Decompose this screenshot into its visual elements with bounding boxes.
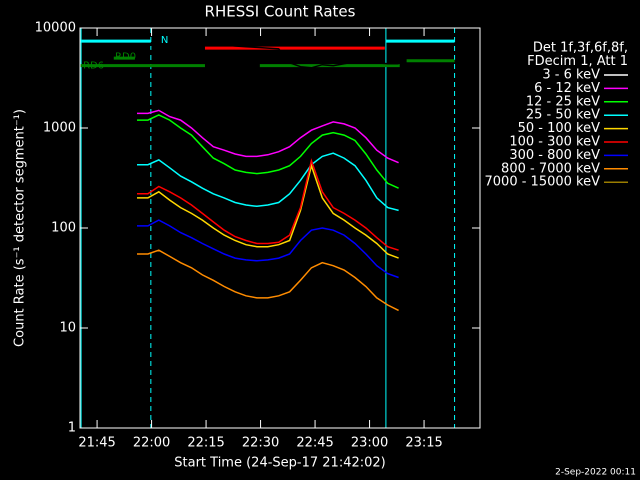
series-line: [137, 43, 399, 69]
legend-label: 50 - 100 keV: [518, 121, 601, 136]
series-line: [137, 219, 399, 279]
y-tick-label: 100: [51, 221, 76, 236]
legend-label: 7000 - 15000 keV: [485, 175, 601, 190]
series-line: [137, 163, 399, 259]
x-tick-label: 23:15: [405, 436, 442, 451]
y-tick-label: 1: [68, 421, 76, 436]
y-axis-label: Count Rate (s⁻¹ detector segment⁻¹): [13, 109, 28, 347]
legend-label: 6 - 12 keV: [534, 81, 600, 96]
series-line: [137, 158, 399, 251]
y-tick-label: 1000: [43, 121, 76, 136]
legend-label: 3 - 6 keV: [542, 68, 600, 83]
state-label: RD6: [83, 61, 104, 72]
legend-label: 12 - 25 keV: [526, 94, 600, 109]
x-tick-label: 23:00: [351, 436, 388, 451]
x-axis-label: Start Time (24-Sep-17 21:42:02): [174, 456, 385, 471]
y-tick-label: 10000: [35, 21, 76, 36]
legend-header: Det 1f,3f,6f,8f,: [533, 41, 628, 56]
legend-label: 25 - 50 keV: [526, 108, 600, 123]
legend-header: FDecim 1, Att 1: [527, 54, 628, 69]
y-tick-label: 10: [59, 321, 76, 336]
series-line: [137, 109, 399, 164]
legend-label: 300 - 800 keV: [509, 148, 600, 163]
x-tick-label: 22:00: [133, 436, 170, 451]
series-line: [137, 114, 399, 189]
x-tick-label: 21:45: [78, 436, 115, 451]
state-label: N: [161, 35, 168, 46]
x-tick-label: 22:15: [187, 436, 224, 451]
series-line: [137, 152, 399, 212]
footer: 2-Sep-2022 00:11: [555, 468, 636, 478]
x-tick-label: 22:30: [242, 436, 279, 451]
x-tick-label: 22:45: [296, 436, 333, 451]
chart-title: RHESSI Count Rates: [205, 3, 356, 21]
series-line: [137, 249, 399, 312]
state-label: RD0: [115, 51, 136, 62]
legend-label: 800 - 7000 keV: [501, 161, 600, 176]
legend-label: 100 - 300 keV: [509, 135, 600, 150]
